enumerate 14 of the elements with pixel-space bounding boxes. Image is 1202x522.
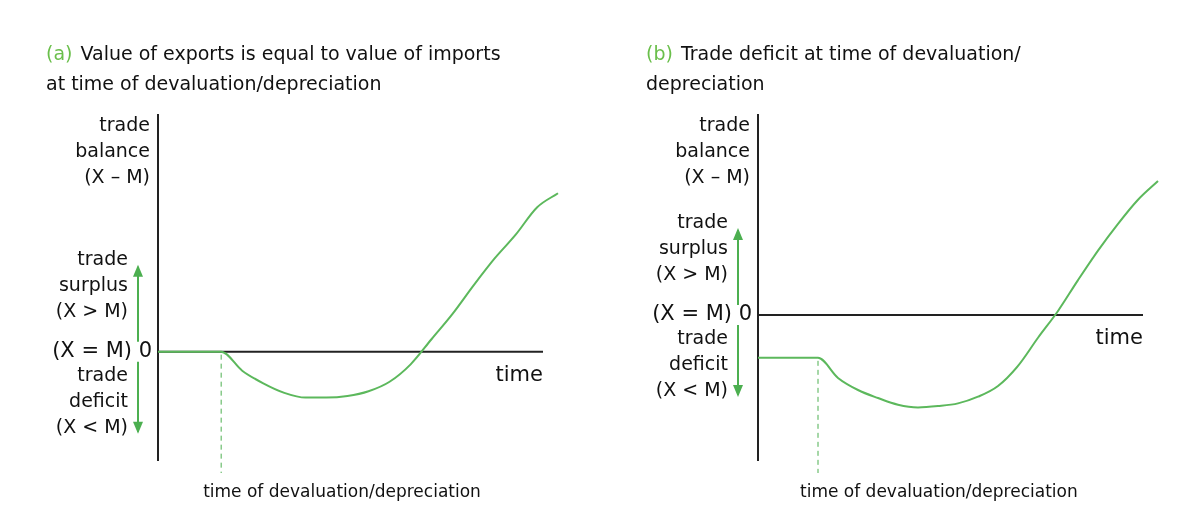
y-axis-title: trade balance (X – M) xyxy=(675,112,750,187)
x-axis-title: time xyxy=(1095,325,1143,350)
annotation: (X = M) 0 xyxy=(652,301,752,326)
chart-title: (b) Trade deficit at time of devaluation/ depreciation xyxy=(646,42,1021,94)
text: trade surplus (X > M) xyxy=(55,246,128,321)
text: time of devaluation/depreciation xyxy=(800,481,1078,502)
text: time of devaluation/depreciation xyxy=(203,481,481,502)
text: trade deficit (X < M) xyxy=(55,362,128,437)
chart-title: (a) Value of exports is equal to value of imports at time of devaluation/depreciation xyxy=(46,42,501,94)
text: trade deficit (X < M) xyxy=(655,325,728,400)
x-axis-title: time xyxy=(495,362,543,387)
text: trade surplus (X > M) xyxy=(655,209,728,284)
y-axis-title: trade balance (X – M) xyxy=(75,112,150,187)
annotation: (X = M) 0 xyxy=(52,338,152,363)
